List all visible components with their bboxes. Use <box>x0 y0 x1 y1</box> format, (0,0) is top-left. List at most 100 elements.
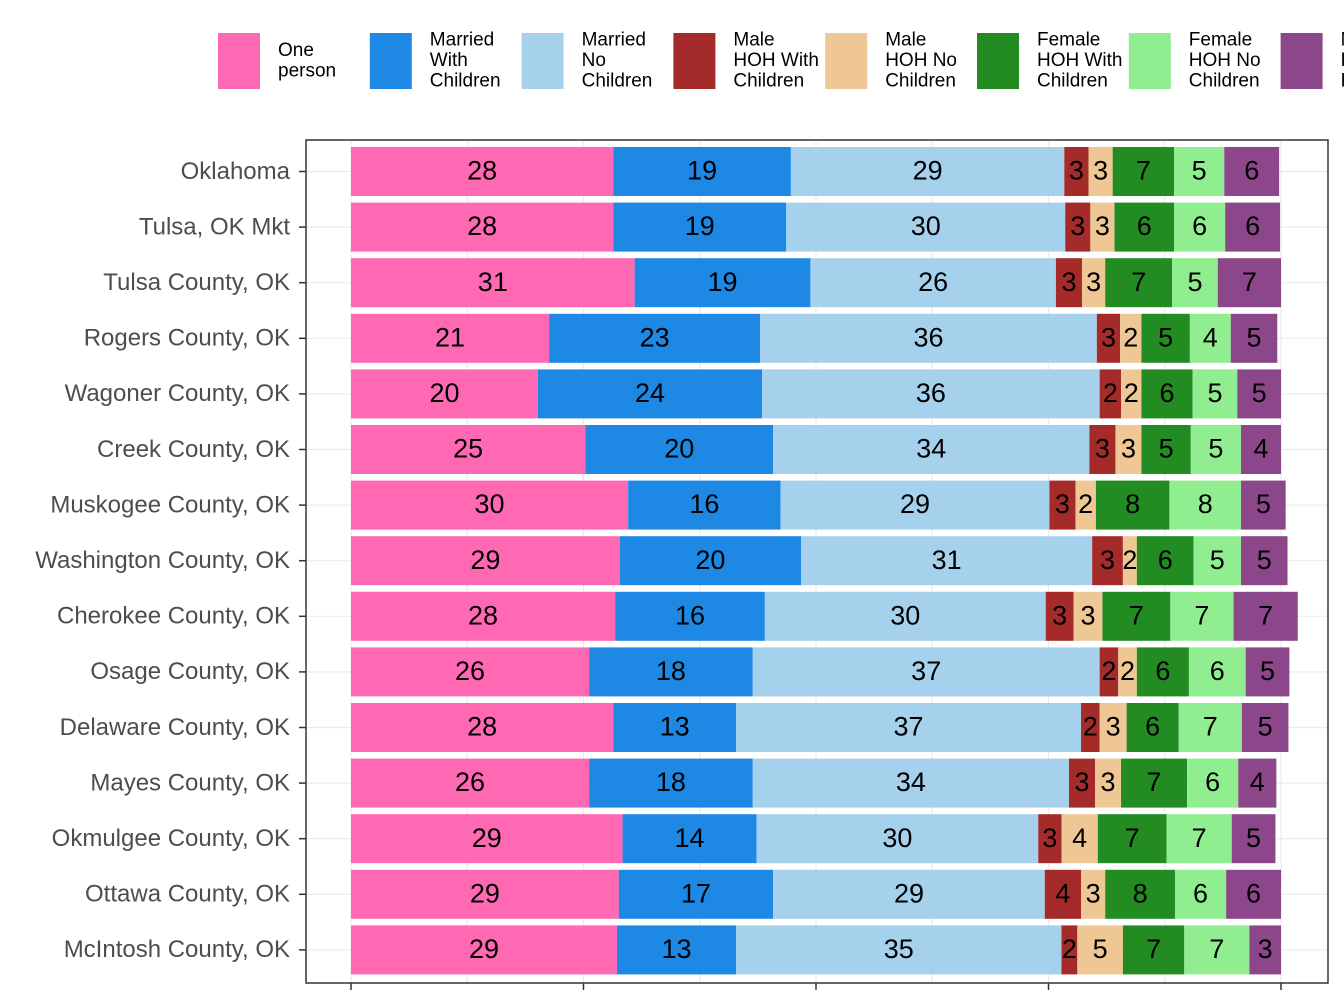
legend-label: Married With Children <box>430 30 501 92</box>
data-label: 16 <box>689 489 719 519</box>
bar-segment-female-hoh-with-children <box>1112 147 1175 196</box>
data-label: 29 <box>900 489 930 519</box>
data-label: 3 <box>1069 156 1084 186</box>
bar-segment-female-hoh-no-children <box>1188 647 1246 697</box>
bar-segment-female-hoh-with-children <box>1105 258 1173 308</box>
bar-segment-male-hoh-no-children <box>1115 425 1142 474</box>
bar-segment-male-hoh-with-children <box>1064 147 1089 196</box>
bar-segment-non-family-households <box>1225 202 1281 252</box>
data-label: 3 <box>1081 600 1096 630</box>
bar-segment-male-hoh-no-children <box>1120 313 1142 363</box>
bar-segment-male-hoh-with-children <box>1038 814 1062 864</box>
data-label: 5 <box>1252 378 1267 408</box>
data-label: 4 <box>1250 767 1265 797</box>
data-label: 5 <box>1257 545 1272 575</box>
legend-label: One person <box>278 40 336 82</box>
data-label: 3 <box>1121 434 1136 464</box>
bar-segment-married-with-children <box>613 147 791 196</box>
bar-segment-female-hoh-with-children <box>1126 703 1179 752</box>
bar-segment-male-hoh-with-children <box>1049 480 1076 530</box>
data-label: 26 <box>455 767 485 797</box>
data-label: 6 <box>1245 211 1260 241</box>
y-tick-label: Rogers County, OK <box>84 325 290 352</box>
legend-label: Male HOH With Children <box>733 30 819 92</box>
bar-segment-female-hoh-no-children <box>1174 147 1225 196</box>
bar-segment-one-person <box>351 202 614 252</box>
y-tick-label: Osage County, OK <box>90 658 290 685</box>
data-label: 7 <box>1147 767 1162 797</box>
data-label: 5 <box>1093 934 1108 964</box>
bar-segment-married-with-children <box>615 591 765 641</box>
bar-segment-non-family-households <box>1245 647 1290 697</box>
bar-segment-male-hoh-with-children <box>1089 425 1116 474</box>
bar-segment-one-person <box>351 591 616 641</box>
bar-segment-married-with-children <box>585 425 774 474</box>
y-tick-label: Tulsa, OK Mkt <box>139 213 290 240</box>
data-label: 6 <box>1244 156 1259 186</box>
bar-segment-male-hoh-no-children <box>1081 869 1106 919</box>
data-label: 3 <box>1086 878 1101 908</box>
data-label: 31 <box>932 545 962 575</box>
data-label: 6 <box>1210 656 1225 686</box>
data-label: 29 <box>470 545 500 575</box>
data-label: 30 <box>882 823 912 853</box>
data-label: 29 <box>894 878 924 908</box>
bar-segment-female-hoh-with-children <box>1102 591 1171 641</box>
bar-segment-married-with-children <box>589 647 753 697</box>
bar-segment-female-hoh-no-children <box>1174 869 1227 919</box>
y-tick-label: Delaware County, OK <box>60 714 290 741</box>
data-label: 3 <box>1061 267 1076 297</box>
bar-segment-married-no-children <box>760 313 1097 363</box>
data-label: 6 <box>1158 545 1173 575</box>
bar-segment-female-hoh-no-children <box>1178 703 1242 752</box>
data-label: 3 <box>1095 211 1110 241</box>
data-label: 34 <box>916 434 946 464</box>
bar-segment-non-family-households <box>1241 536 1288 586</box>
bar-segment-married-with-children <box>537 369 763 419</box>
data-label: 8 <box>1133 878 1148 908</box>
bar-segment-married-no-children <box>773 869 1045 919</box>
data-label: 6 <box>1205 767 1220 797</box>
bar-segment-non-family-households <box>1249 925 1281 975</box>
data-label: 2 <box>1123 322 1138 352</box>
data-label: 36 <box>914 322 944 352</box>
bar-segment-one-person <box>351 703 614 752</box>
bar-segment-female-hoh-no-children <box>1187 758 1239 808</box>
bar-segment-male-hoh-with-children <box>1092 536 1123 586</box>
bar-segment-non-family-households <box>1238 758 1277 808</box>
bar-segment-non-family-households <box>1224 147 1280 196</box>
bar-segment-one-person <box>351 647 590 697</box>
data-label: 14 <box>674 823 704 853</box>
y-tick-label: Muskogee County, OK <box>50 491 290 518</box>
legend-key-non-family-households <box>1280 33 1323 89</box>
y-tick-label: Washington County, OK <box>35 547 290 574</box>
data-label: 5 <box>1258 712 1273 742</box>
bar-segment-male-hoh-with-children <box>1068 758 1095 808</box>
bar-segment-married-no-children <box>790 147 1065 196</box>
data-label: 7 <box>1131 267 1146 297</box>
data-label: 5 <box>1187 267 1202 297</box>
data-label: 16 <box>675 600 705 630</box>
data-label: 5 <box>1208 434 1223 464</box>
data-label: 2 <box>1101 656 1116 686</box>
bar-segment-male-hoh-no-children <box>1099 703 1127 752</box>
data-label: 35 <box>884 934 914 964</box>
bar-segment-female-hoh-with-children <box>1141 369 1193 419</box>
legend-label: Married No Children <box>582 30 653 92</box>
bar-segment-female-hoh-with-children <box>1097 814 1167 864</box>
bar-segment-non-family-households <box>1217 258 1281 308</box>
bar-segment-one-person <box>351 258 635 308</box>
bar-segment-married-no-children <box>780 480 1050 530</box>
data-label: 5 <box>1247 322 1262 352</box>
bar-segment-non-family-households <box>1241 425 1281 474</box>
data-label: 19 <box>708 267 738 297</box>
bar-segment-married-with-children <box>634 258 811 308</box>
bar-segment-married-with-children <box>619 536 802 586</box>
bar-segment-female-hoh-with-children <box>1141 425 1191 474</box>
bar-segment-married-with-children <box>549 313 761 363</box>
bar-segment-male-hoh-with-children <box>1061 925 1078 975</box>
bar-segment-one-person <box>351 758 590 808</box>
data-label: 4 <box>1203 322 1218 352</box>
data-label: 34 <box>896 767 926 797</box>
